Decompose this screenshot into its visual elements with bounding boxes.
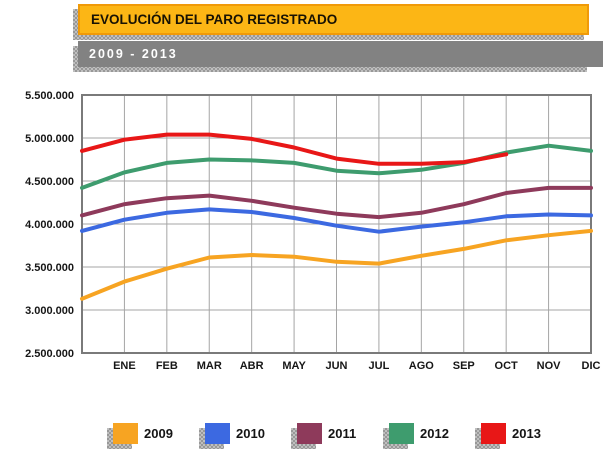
legend-item-2013: 2013 [475, 423, 567, 451]
period-banner: 2009 - 2013 [78, 41, 603, 67]
series-line-2013 [80, 132, 509, 166]
report-title-banner: EVOLUCIÓN DEL PARO REGISTRADO [78, 4, 589, 35]
legend-swatch-2010 [205, 423, 230, 444]
x-month-label: JUL [369, 360, 390, 372]
x-month-label: SEP [453, 360, 475, 372]
x-month-label: FEB [156, 360, 178, 372]
period-label: 2009 - 2013 [89, 47, 178, 61]
series-line-2009 [80, 228, 593, 301]
legend-label: 2012 [420, 426, 449, 441]
legend-item-2012: 2012 [383, 423, 475, 451]
y-tick-label: 4.500.000 [25, 176, 74, 188]
legend-label: 2013 [512, 426, 541, 441]
chart-legend: 2009 2010 2011 2012 2013 [107, 423, 567, 451]
legend-label: 2011 [328, 426, 357, 441]
x-month-label: MAR [197, 360, 222, 372]
legend-swatch-2011 [297, 423, 322, 444]
y-tick-label: 3.000.000 [25, 305, 74, 317]
series-line-2011 [80, 185, 593, 220]
y-tick-label: 4.000.000 [25, 219, 74, 231]
legend-label: 2009 [144, 426, 173, 441]
x-month-label: AGO [409, 360, 435, 372]
legend-item-2009: 2009 [107, 423, 199, 451]
x-month-label: NOV [537, 360, 562, 372]
x-month-label: DIC [582, 360, 601, 372]
x-month-label: JUN [325, 360, 347, 372]
legend-item-2010: 2010 [199, 423, 291, 451]
y-tick-label: 3.500.000 [25, 262, 74, 274]
y-tick-label: 5.000.000 [25, 133, 74, 145]
x-month-label: ENE [113, 360, 136, 372]
y-tick-label: 5.500.000 [25, 90, 74, 102]
legend-label: 2010 [236, 426, 265, 441]
x-month-label: ABR [240, 360, 264, 372]
report-title: EVOLUCIÓN DEL PARO REGISTRADO [91, 12, 338, 27]
plot-border [81, 94, 592, 354]
legend-swatch-2009 [113, 423, 138, 444]
legend-item-2011: 2011 [291, 423, 383, 451]
legend-swatch-2013 [481, 423, 506, 444]
x-month-label: MAY [282, 360, 306, 372]
y-tick-label: 2.500.000 [25, 348, 74, 360]
series-line-2010 [80, 207, 593, 234]
x-month-label: OCT [495, 360, 519, 372]
legend-swatch-2012 [389, 423, 414, 444]
